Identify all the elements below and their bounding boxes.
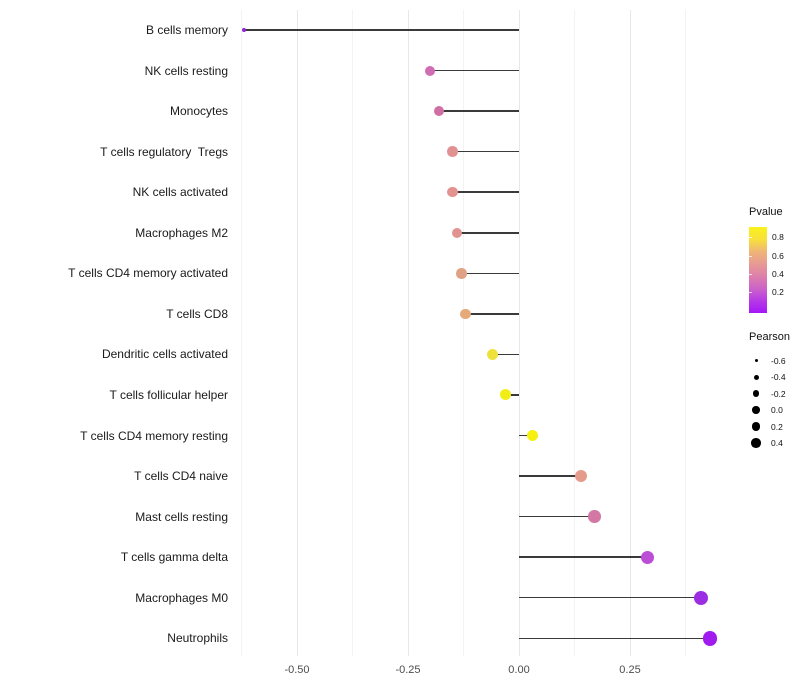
lollipop-stem [452, 150, 519, 153]
size-legend-dot [753, 374, 759, 380]
lollipop-stem [519, 637, 710, 639]
colorbar-tick-mark [749, 255, 752, 257]
colorbar-tick-mark [749, 237, 752, 238]
lollipop-stem [505, 394, 519, 396]
lollipop-stem [243, 29, 519, 31]
y-axis-label: T cells regulatory Tregs [100, 144, 228, 159]
y-axis-label: T cells CD8 [166, 306, 228, 321]
pvalue-legend-title: Pvalue [749, 206, 783, 218]
x-axis-tick-label: -0.25 [395, 664, 421, 676]
lollipop-stem [492, 353, 519, 356]
colorbar-tick-label: 0.6 [772, 250, 784, 261]
lollipop-stem [452, 191, 519, 193]
colorbar-tick-label: 0.4 [772, 268, 784, 279]
size-legend-dot [751, 422, 761, 431]
size-legend-label: 0.2 [771, 421, 783, 432]
lollipop-dot [702, 631, 718, 646]
lollipop-dot [526, 430, 538, 441]
gridline-minor [352, 10, 353, 656]
y-axis-label: Monocytes [169, 104, 228, 119]
size-legend-label: -0.2 [771, 388, 786, 399]
colorbar-gradient [749, 227, 767, 313]
x-axis-tick-label: -0.50 [284, 664, 310, 676]
x-axis-tick-label: 0.00 [508, 664, 530, 676]
gridline-major [629, 10, 631, 656]
lollipop-dot [500, 389, 512, 401]
lollipop-stem [519, 475, 582, 477]
lollipop-stem [519, 434, 533, 437]
lollipop-dot [425, 65, 436, 76]
size-legend-label: 0.0 [771, 405, 783, 415]
y-axis-label: NK cells resting [144, 63, 228, 78]
colorbar-tick-mark [749, 273, 752, 275]
size-legend-label: 0.4 [771, 438, 783, 448]
lollipop-stem [461, 272, 519, 275]
lollipop-stem [519, 556, 648, 558]
y-axis-label: T cells CD4 memory activated [68, 266, 228, 281]
y-axis-label: Macrophages M2 [135, 225, 228, 240]
y-axis-label: T cells follicular helper [109, 387, 229, 402]
pearson-legend-title: Pearson [749, 331, 790, 343]
y-axis-label: Macrophages M0 [135, 590, 228, 605]
colorbar-tick-label: 0.8 [772, 232, 784, 242]
y-axis-label: T cells CD4 naive [134, 469, 228, 484]
lollipop-dot [241, 28, 246, 32]
y-axis-label: T cells gamma delta [120, 550, 228, 565]
gridline-major [518, 10, 520, 656]
size-legend-dot [751, 438, 761, 448]
lollipop-stem [430, 69, 519, 72]
y-axis-label: Neutrophils [167, 631, 228, 646]
lollipop-dot [588, 510, 601, 523]
lollipop-dot [451, 227, 463, 238]
colorbar-tick-mark [749, 291, 752, 293]
y-axis-label: B cells memory [145, 23, 228, 37]
size-legend-dot [754, 359, 758, 362]
lollipop-dot [460, 308, 471, 320]
lollipop-dot [456, 268, 467, 279]
lollipop-stem [439, 110, 519, 112]
lollipop-stem [519, 515, 595, 518]
gridline-minor [463, 10, 464, 656]
lollipop-dot [575, 470, 588, 483]
y-axis-label: NK cells activated [132, 185, 228, 200]
size-legend-dot [752, 390, 760, 397]
lollipop-stem [456, 232, 519, 234]
y-axis-label: Mast cells resting [135, 509, 228, 524]
y-axis-label: T cells CD4 memory resting [80, 428, 228, 443]
lollipop-stem [519, 596, 702, 599]
y-axis-label: Dendritic cells activated [101, 347, 228, 362]
size-legend-dot [752, 406, 760, 414]
lollipop-dot [486, 348, 498, 360]
colorbar-tick-label: 0.2 [772, 286, 784, 297]
lollipop-dot [641, 550, 655, 564]
lollipop-dot [434, 106, 445, 117]
gridline-major [407, 10, 409, 656]
gridline-minor [574, 10, 575, 656]
lollipop-dot [447, 146, 458, 157]
gridline-minor [685, 10, 686, 656]
size-legend-label: -0.4 [771, 372, 786, 382]
gridline-major [296, 10, 298, 656]
lollipop-dot [447, 186, 458, 198]
lollipop-stem [465, 313, 519, 315]
lollipop-dot [694, 590, 709, 605]
gridline-minor [241, 10, 242, 656]
x-axis-tick-label: 0.25 [619, 664, 641, 676]
size-legend-label: -0.6 [771, 355, 786, 366]
